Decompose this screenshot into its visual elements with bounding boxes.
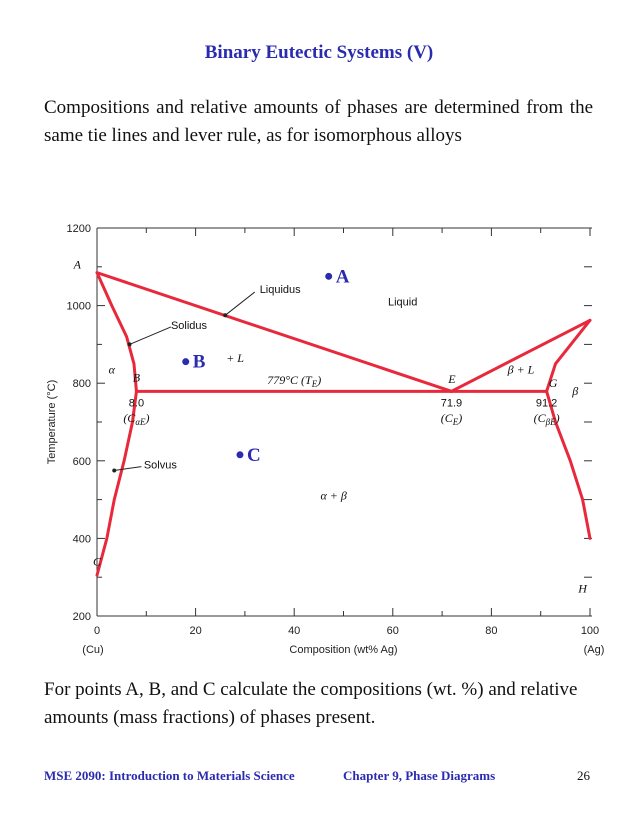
y-tick-label: 1000 [67, 301, 91, 313]
liquidus-callout-leader [224, 291, 256, 316]
diagram-labels: Liquid α + L β + L β α + β 779°C (TE) 8.0 (CαE) 7… [73, 258, 589, 596]
x-tick-label: 0 [94, 625, 100, 637]
y-tick-label: 400 [73, 533, 91, 545]
point-letter-A: A [73, 258, 82, 272]
y-tick-label: 200 [73, 611, 91, 623]
solvus-callout-arrowhead [112, 468, 117, 473]
point-letter-E: E [447, 372, 456, 386]
solvus-left-curve [95, 389, 138, 577]
liquidus-callout-label: Liquidus [260, 284, 301, 296]
point-a-label: A [336, 266, 350, 287]
point-c-label: C [247, 445, 261, 466]
solvus-callout-leader [114, 466, 142, 471]
page-number: 26 [577, 768, 590, 783]
solidus-right-curve [545, 318, 592, 393]
page-title: Binary Eutectic Systems (V) [204, 42, 434, 63]
x-tick-label: 80 [485, 625, 497, 637]
solidus-callout-leader [129, 326, 172, 345]
composition-value-CE: 71.9 [441, 397, 462, 409]
x-end-label-right: (Ag) [584, 644, 605, 656]
solidus-left-curve [95, 271, 138, 393]
y-tick-label: 600 [73, 456, 91, 468]
solidus-callout-label: Solidus [171, 320, 208, 332]
point-b-label: B [193, 352, 206, 373]
point-b-dot [182, 358, 190, 366]
phase-diagram: 0 20 40 60 80 100 200 400 600 800 1000 1200 (Cu) (Ag)… [46, 223, 604, 656]
x-tick-label: 40 [288, 625, 300, 637]
composition-value-CaE: 8.0 [129, 397, 144, 409]
point-letter-G: G [549, 376, 558, 390]
solvus-callout-label: Solvus [144, 460, 178, 472]
liquidus-callout-arrowhead [223, 313, 228, 318]
point-c-dot [236, 451, 244, 459]
x-tick-label: 60 [387, 625, 399, 637]
liquidus-right-curve [449, 318, 592, 393]
x-end-label-left: (Cu) [82, 644, 103, 656]
intro-paragraph: Compositions and relative amounts of pha… [44, 97, 593, 146]
composition-value-CbE: 91.2 [536, 397, 557, 409]
solidus-callout-arrowhead [127, 342, 132, 347]
phase-curves [95, 271, 592, 577]
y-tick-label: 800 [73, 378, 91, 390]
x-axis-title: Composition (wt% Ag) [289, 644, 397, 656]
region-alpha-liquid: + L [226, 351, 244, 365]
eutectic-temperature-label: 779°C (TE) [267, 373, 321, 389]
region-liquid: Liquid [388, 297, 417, 309]
point-a-dot [325, 272, 333, 280]
composition-label-CE: (CE) [441, 411, 463, 427]
region-beta-liquid: β + L [507, 363, 535, 377]
y-tick-label: 1200 [67, 223, 91, 235]
x-tick-label: 100 [581, 625, 599, 637]
y-axis-title: Temperature (°C) [46, 380, 58, 464]
question-paragraph: For points A, B, and C calculate the com… [44, 679, 578, 728]
axis-ticks: 0 20 40 60 80 100 200 400 600 800 1000 1200 (Cu) (Ag)… [46, 223, 604, 656]
composition-label-CaE: (CαE) [123, 411, 149, 427]
footer-course: MSE 2090: Introduction to Materials Scie… [44, 768, 295, 783]
liquidus-left-curve [95, 271, 453, 393]
solvus-right-curve [545, 389, 592, 540]
composition-label-CbE: (CβE) [534, 411, 560, 427]
point-letter-B: B [133, 370, 141, 384]
region-alpha: α [109, 363, 116, 377]
region-beta: β [571, 384, 578, 398]
point-letter-H: H [577, 582, 588, 596]
region-alpha-beta: α + β [320, 489, 346, 503]
footer-chapter: Chapter 9, Phase Diagrams [343, 768, 496, 783]
point-letter-C: C [93, 555, 102, 569]
x-tick-label: 20 [189, 625, 201, 637]
